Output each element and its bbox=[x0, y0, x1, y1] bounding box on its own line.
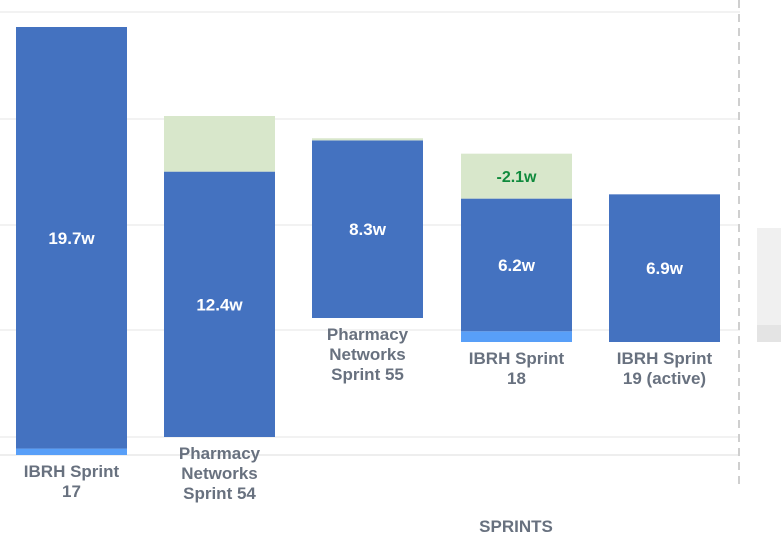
category-label: 18 bbox=[507, 369, 526, 388]
category-label: IBRH Sprint bbox=[469, 349, 565, 368]
category-label: Sprint 54 bbox=[183, 484, 256, 503]
bar-segment-main[interactable] bbox=[16, 27, 127, 449]
bar-change-label: -2.1w bbox=[496, 169, 537, 186]
category-label: Sprint 55 bbox=[331, 365, 404, 384]
bar-group: 19.7w 12.4w 8.3w 6.2w -2.1w 6.9w bbox=[16, 27, 720, 455]
scrollbar-thumb[interactable] bbox=[757, 325, 781, 342]
bar-segment-base[interactable] bbox=[16, 448, 127, 455]
bar-value-label: 6.2w bbox=[498, 256, 536, 275]
bar-value-label: 6.9w bbox=[646, 259, 684, 278]
bar-value-label: 12.4w bbox=[196, 295, 243, 314]
category-label: 19 (active) bbox=[623, 369, 706, 388]
bar-segment-main[interactable] bbox=[461, 198, 572, 332]
category-label: Pharmacy bbox=[327, 325, 409, 344]
x-axis-title: SPRINTS bbox=[479, 517, 553, 536]
bar-value-label: 8.3w bbox=[349, 220, 387, 239]
bar-segment-added[interactable] bbox=[164, 116, 275, 172]
bar-segment-main[interactable] bbox=[312, 140, 423, 318]
bar-segment-main[interactable] bbox=[164, 171, 275, 437]
category-label: Networks bbox=[329, 345, 406, 364]
category-label: IBRH Sprint bbox=[24, 462, 120, 481]
category-label: Pharmacy bbox=[179, 444, 261, 463]
category-label: IBRH Sprint bbox=[617, 349, 713, 368]
category-label: Networks bbox=[181, 464, 258, 483]
bar-segment-added[interactable] bbox=[312, 138, 423, 141]
bar-segment-main[interactable] bbox=[609, 194, 720, 342]
bar-value-label: 19.7w bbox=[48, 229, 95, 248]
category-label: 17 bbox=[62, 482, 81, 501]
bar-segment-base[interactable] bbox=[461, 331, 572, 342]
scrollbar-track[interactable] bbox=[757, 228, 781, 342]
bar-segment-added[interactable] bbox=[461, 153, 572, 199]
